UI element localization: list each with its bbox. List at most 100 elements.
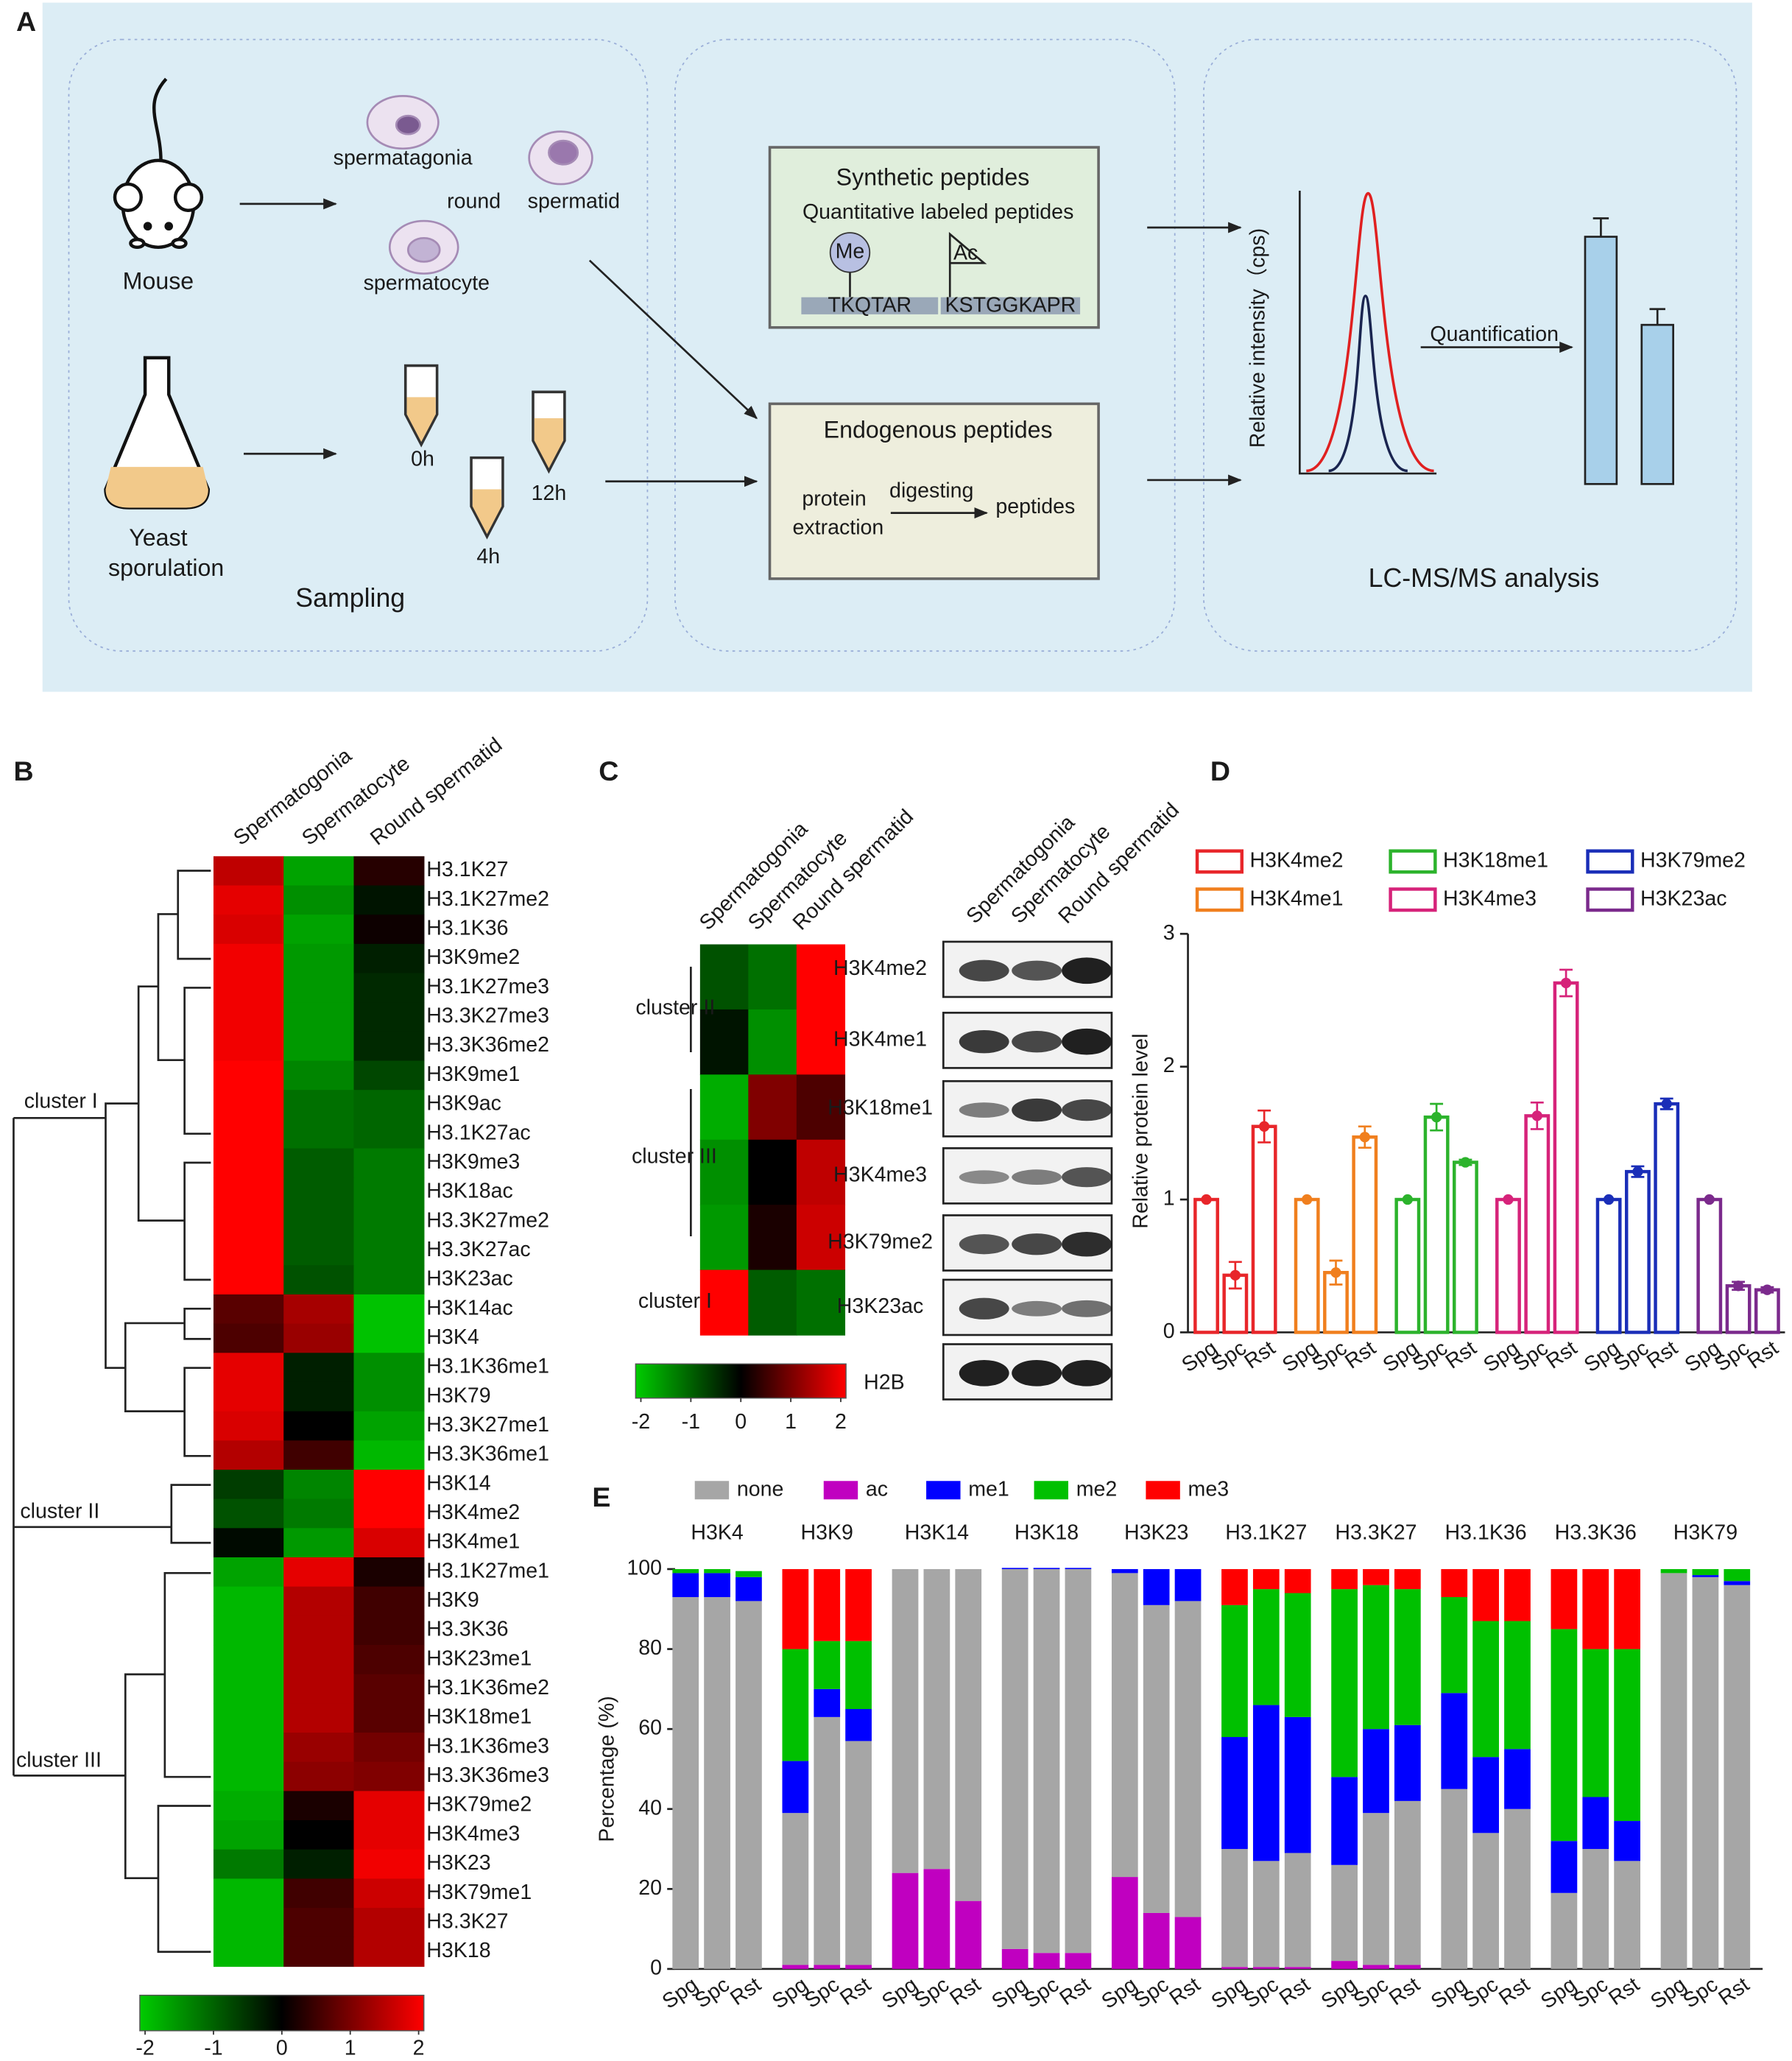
stacked-segment xyxy=(814,1568,841,1641)
row-label: H3K9me3 xyxy=(426,1150,520,1174)
stacked-segment xyxy=(1065,1568,1092,1569)
legend-swatch xyxy=(1389,887,1437,912)
bar xyxy=(1524,1114,1551,1334)
heatmap-cell xyxy=(213,1557,284,1588)
cluster-label: cluster II xyxy=(635,996,715,1020)
heatmap-cell xyxy=(283,1878,355,1909)
heatmap-cell xyxy=(283,1644,355,1675)
cell-icons xyxy=(366,95,593,275)
heatmap-cell xyxy=(283,1849,355,1880)
heatmap-cell xyxy=(699,944,749,1010)
heatmap-cell xyxy=(213,1206,284,1237)
yeast-label: sporulation xyxy=(108,554,224,581)
heatmap-cell xyxy=(796,1269,846,1336)
heatmap-cell xyxy=(213,1878,284,1909)
row-label: H3K18 xyxy=(426,1939,490,1962)
row-label: H3.3K27 xyxy=(426,1909,508,1933)
stacked-segment xyxy=(1551,1892,1578,1969)
stacked-segment xyxy=(1284,1593,1311,1717)
stacked-segment xyxy=(1065,1568,1092,1953)
heatmap-cell xyxy=(748,1074,797,1141)
heatmap-cell xyxy=(283,1031,355,1062)
heatmap-cell xyxy=(213,1148,284,1178)
heatmap-cell xyxy=(353,1761,425,1792)
stacked-segment xyxy=(845,1965,872,1969)
ms-axes xyxy=(1299,191,1437,475)
flask-icon xyxy=(104,356,211,510)
stacked-segment xyxy=(1551,1629,1578,1842)
step-label: extraction xyxy=(792,516,883,540)
group-title: H3K79 xyxy=(1673,1521,1738,1544)
y-tick-label: 2 xyxy=(1163,1054,1175,1077)
colorbar-tick-label: 0 xyxy=(276,2036,288,2060)
bar-point xyxy=(1531,1110,1542,1121)
heatmap-cell xyxy=(748,1009,797,1076)
stacked-segment xyxy=(1331,1777,1358,1865)
legend-label: H3K4me1 xyxy=(1249,887,1343,910)
heatmap-cell xyxy=(213,1703,284,1733)
stacked-segment xyxy=(1331,1864,1358,1962)
heatmap-cell xyxy=(213,1118,284,1149)
heatmap-cell xyxy=(353,915,425,945)
stacked-segment xyxy=(1221,1967,1248,1969)
stacked-segment xyxy=(1033,1953,1060,1969)
stacked-segment xyxy=(1252,1589,1280,1705)
blot-band xyxy=(1062,1028,1112,1055)
row-label: H3K4me2 xyxy=(426,1501,520,1524)
blot-band xyxy=(1062,957,1112,984)
row-label: H3K9 xyxy=(426,1588,479,1612)
stacked-segment xyxy=(1692,1575,1719,1577)
heatmap-cell xyxy=(353,1908,425,1938)
me-label: Me xyxy=(836,240,865,264)
stacked-segment xyxy=(1394,1800,1421,1965)
bar-point xyxy=(1762,1284,1773,1295)
heatmap-cell xyxy=(699,1009,749,1076)
stacked-segment xyxy=(736,1571,762,1577)
bar-point xyxy=(1460,1157,1471,1168)
heatmap-cell xyxy=(748,1139,797,1205)
heatmap-cell xyxy=(213,1733,284,1763)
bar xyxy=(1754,1288,1780,1334)
heatmap-cell xyxy=(283,1820,355,1850)
stacked-segment xyxy=(1001,1568,1029,1949)
heatmap-cell xyxy=(353,1616,425,1646)
synthetic-subtitle: Quantitative labeled peptides xyxy=(802,200,1073,224)
legend-label: H3K23ac xyxy=(1640,887,1727,910)
stacked-segment xyxy=(672,1573,699,1597)
legend-label: H3K4me2 xyxy=(1249,849,1343,873)
ms-peak xyxy=(1328,295,1408,473)
legend-label: H3K18me1 xyxy=(1443,849,1548,873)
stacked-segment xyxy=(1143,1604,1170,1913)
heatmap-cell xyxy=(353,1528,425,1558)
heatmap-cell xyxy=(699,1269,749,1336)
sampling-label: Sampling xyxy=(295,583,405,613)
legend-swatch xyxy=(1195,887,1244,912)
row-label: H3K4 xyxy=(426,1325,479,1349)
heatmap-cell xyxy=(353,1849,425,1880)
stacked-segment xyxy=(814,1965,841,1969)
heatmap-cell xyxy=(748,1269,797,1336)
x-tick-label: Rst xyxy=(1165,1973,1205,2010)
group-title: H3K23 xyxy=(1124,1521,1188,1544)
bar-point xyxy=(1359,1132,1370,1143)
row-label: H3K79me2 xyxy=(828,1230,933,1254)
heatmap-cell xyxy=(353,1090,425,1120)
stacked-segment xyxy=(1504,1621,1531,1750)
x-tick-label: Rst xyxy=(1643,1336,1682,1374)
heatmap-cell xyxy=(213,1791,284,1821)
stacked-segment xyxy=(814,1641,841,1689)
group-title: H3.3K36 xyxy=(1555,1521,1637,1544)
arrow xyxy=(588,259,758,420)
stacked-segment xyxy=(1582,1849,1609,1969)
stacked-segment xyxy=(736,1576,762,1602)
legend-label: me2 xyxy=(1076,1477,1118,1501)
row-label: H3.3K27ac xyxy=(426,1238,530,1261)
group-title: H3K18 xyxy=(1015,1521,1079,1544)
row-label: H3K14ac xyxy=(426,1296,513,1320)
blot-band xyxy=(1012,1098,1062,1122)
heatmap-cell xyxy=(213,1177,284,1208)
step-label: protein xyxy=(802,487,866,510)
heatmap-cell xyxy=(283,1060,355,1091)
heatmap-cell xyxy=(353,1118,425,1149)
